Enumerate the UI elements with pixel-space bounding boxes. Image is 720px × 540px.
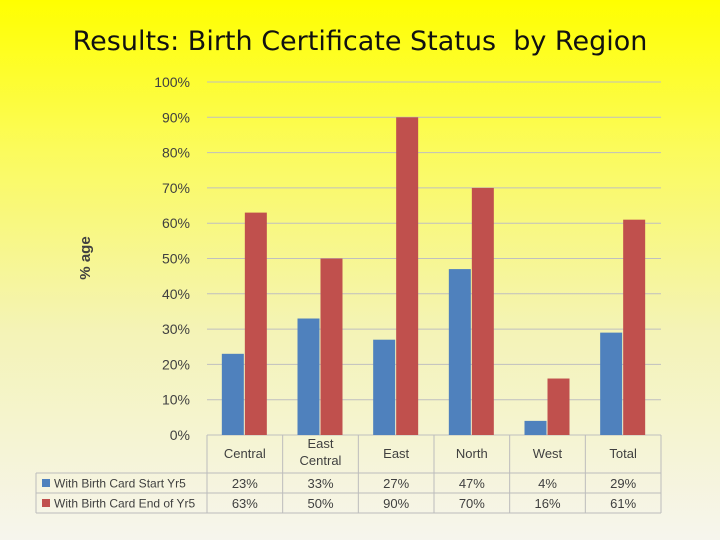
bar-end-5 <box>623 219 646 435</box>
category-label: East <box>383 446 409 461</box>
bar-start-2 <box>373 339 396 435</box>
y-tick-label: 30% <box>162 321 190 337</box>
legend-key-start <box>42 479 50 487</box>
data-label: 27% <box>383 476 409 491</box>
legend-label: With Birth Card Start Yr5 <box>54 477 186 491</box>
data-label: 4% <box>538 476 557 491</box>
y-tick-label: 50% <box>162 251 190 267</box>
y-tick-label: 100% <box>154 74 190 90</box>
gridlines <box>207 81 661 436</box>
category-label: West <box>533 446 563 461</box>
bar-start-1 <box>297 318 320 435</box>
data-label: 90% <box>383 496 409 511</box>
y-tick-label: 20% <box>162 356 190 372</box>
slide-title: Results: Birth Certificate Status by Reg… <box>72 26 648 57</box>
category-label: East <box>307 436 333 451</box>
bar-start-0 <box>221 353 244 435</box>
bar-start-4 <box>524 420 547 435</box>
y-tick-label: 0% <box>170 427 190 443</box>
data-label: 47% <box>459 476 485 491</box>
data-label: 23% <box>232 476 258 491</box>
data-label: 33% <box>307 476 333 491</box>
data-label: 50% <box>307 496 333 511</box>
y-axis-ticks: 0% 10% 20% 30% 40% 50% 60% 70% 80% 90% 100% <box>154 74 190 443</box>
bars <box>221 117 646 436</box>
bar-end-0 <box>244 212 267 435</box>
data-table: Central East Central East North West Total With… <box>35 435 662 514</box>
legend-label: With Birth Card End of Yr5 <box>54 497 195 511</box>
bar-start-5 <box>600 332 623 435</box>
data-label: 29% <box>610 476 636 491</box>
bar-end-4 <box>547 378 570 435</box>
legend-key-end <box>42 499 50 507</box>
data-label: 63% <box>232 496 258 511</box>
category-label: Central <box>300 453 342 468</box>
category-label: Central <box>224 446 266 461</box>
category-label: North <box>456 446 488 461</box>
y-tick-label: 10% <box>162 392 190 408</box>
y-tick-label: 60% <box>162 215 190 231</box>
category-label: Total <box>609 446 637 461</box>
y-tick-label: 70% <box>162 180 190 196</box>
bar-end-1 <box>320 258 343 435</box>
data-label: 16% <box>534 496 560 511</box>
bar-start-3 <box>448 269 471 435</box>
data-label: 61% <box>610 496 636 511</box>
y-tick-label: 90% <box>162 109 190 125</box>
bar-end-3 <box>471 187 494 435</box>
y-tick-label: 80% <box>162 145 190 161</box>
y-tick-label: 40% <box>162 286 190 302</box>
bar-end-2 <box>396 117 419 436</box>
data-label: 70% <box>459 496 485 511</box>
y-axis-title: % age <box>77 236 94 279</box>
